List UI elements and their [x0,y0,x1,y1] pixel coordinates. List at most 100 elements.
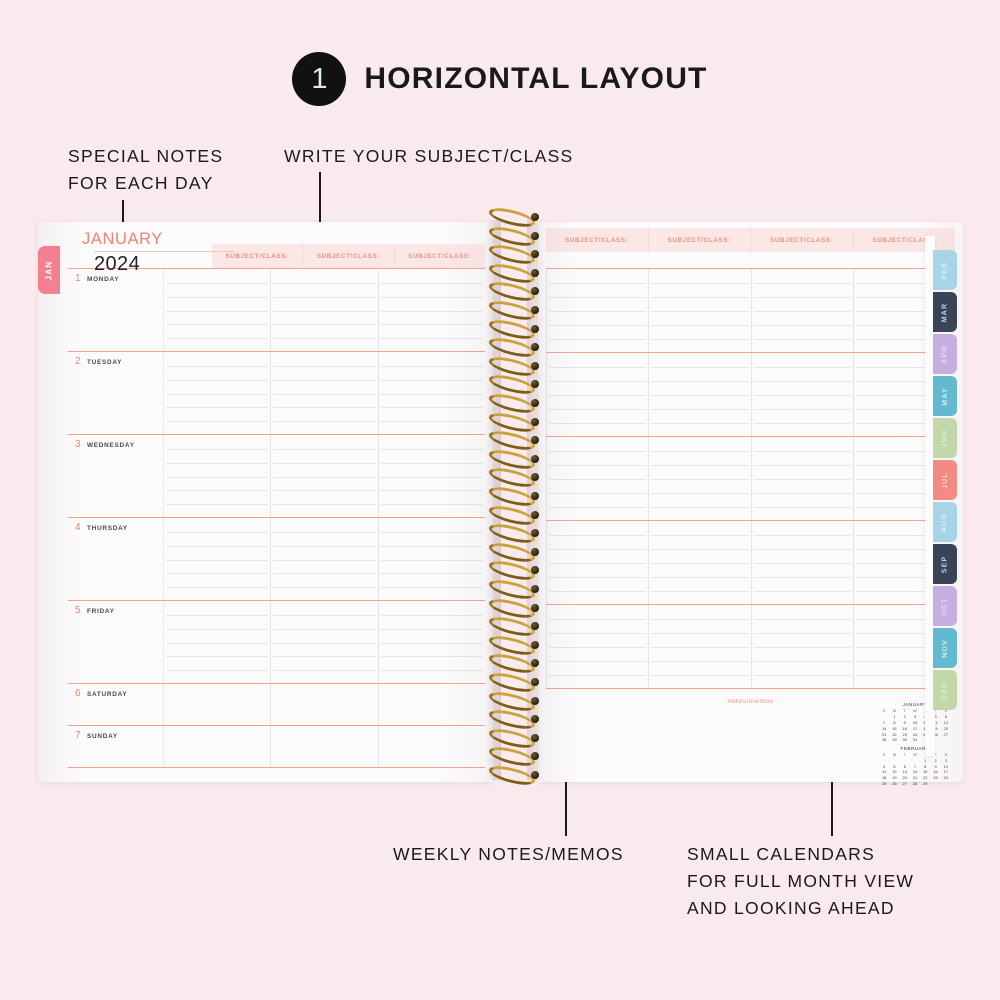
calendar-day-cell[interactable]: 8 [924,763,927,769]
calendar-day-cell[interactable]: 5 [934,714,937,720]
month-tab-aug[interactable]: AUG [933,502,957,542]
calendar-day-cell[interactable]: 16 [902,725,907,731]
subject-class-header[interactable]: SUBJECT/CLASS: [302,244,393,268]
subject-column[interactable] [750,437,853,520]
subject-class-header[interactable]: SUBJECT/CLASS: [852,228,956,252]
subject-class-header[interactable]: SUBJECT/CLASS: [565,236,629,244]
calendar-day-cell[interactable]: 13 [943,719,948,725]
calendar-day-cell[interactable] [930,781,940,787]
calendar-day-cell[interactable]: 16 [933,769,938,775]
calendar-day-cell[interactable]: 22 [892,731,897,737]
subject-column[interactable] [852,269,955,352]
subject-class-header[interactable]: SUBJECT/CLASS: [750,228,853,252]
calendar-day-cell[interactable]: 3 [944,757,947,763]
calendar-day-cell[interactable]: 24 [912,731,918,737]
calendar-day-cell[interactable]: 23 [933,775,938,781]
month-tab-feb[interactable]: FEB [933,250,957,290]
calendar-day-cell[interactable]: 14 [912,769,918,775]
notes-memos-section[interactable]: · notes/memos · JANUARYSMTWTFS1234567891… [546,696,955,786]
calendar-day-cell[interactable]: 26 [892,780,897,786]
month-tab-apr[interactable]: APR [933,334,957,374]
calendar-day-cell[interactable]: 18 [881,775,887,781]
subject-column[interactable] [546,269,648,352]
subject-column[interactable] [648,605,750,688]
subject-column[interactable] [270,684,377,725]
subject-column[interactable] [750,353,853,436]
subject-column[interactable] [377,435,485,517]
calendar-day-cell[interactable]: 4 [883,763,886,769]
subject-column[interactable] [270,518,377,600]
calendar-day-cell[interactable]: 15 [923,769,928,775]
subject-column[interactable] [164,518,270,600]
subject-column[interactable] [546,437,648,520]
calendar-day-cell[interactable]: 6 [944,714,947,720]
calendar-day-cell[interactable]: 29 [892,737,897,743]
subject-column[interactable] [164,352,270,434]
subject-column[interactable] [377,352,485,434]
subject-column[interactable] [648,353,750,436]
subject-column[interactable] [750,605,853,688]
subject-column[interactable] [546,353,648,436]
calendar-day-cell[interactable]: 2 [903,714,906,720]
calendar-day-cell[interactable]: 21 [912,775,918,781]
subject-column[interactable] [164,684,270,725]
subject-column[interactable] [270,352,377,434]
day-row[interactable]: 4 THURSDAY [68,518,485,601]
calendar-day-cell[interactable]: 28 [881,737,887,743]
calendar-day-cell[interactable]: 19 [892,775,897,781]
calendar-day-cell[interactable]: 19 [933,725,938,731]
subject-column[interactable] [270,601,377,683]
month-tab-nov[interactable]: NOV [933,628,957,668]
day-row[interactable]: 2 TUESDAY [68,352,485,435]
planner-row[interactable] [546,605,955,689]
calendar-day-cell[interactable]: 25 [881,780,887,786]
calendar-day-cell[interactable]: 27 [902,780,907,786]
calendar-day-cell[interactable]: 7 [883,719,886,725]
calendar-day-cell[interactable] [941,781,951,787]
day-row[interactable]: 1 MONDAY [68,269,485,352]
calendar-day-cell[interactable]: 20 [943,725,948,731]
month-tab-may[interactable]: MAY [933,376,957,416]
calendar-day-cell[interactable]: 10 [943,763,948,769]
subject-column[interactable] [750,521,853,604]
planner-row[interactable] [546,437,955,521]
calendar-day-cell[interactable]: 6 [903,763,906,769]
calendar-day-cell[interactable]: 1 [893,714,896,720]
calendar-day-cell[interactable]: 9 [903,719,906,725]
subject-column[interactable] [164,269,270,351]
calendar-day-cell[interactable]: 9 [934,763,937,769]
calendar-day-cell[interactable]: 20 [902,775,907,781]
subject-column[interactable] [377,601,485,683]
calendar-day-cell[interactable]: 12 [933,719,938,725]
subject-column[interactable] [648,437,750,520]
subject-column[interactable] [852,353,955,436]
calendar-day-cell[interactable]: 29 [923,780,928,786]
calendar-day-cell[interactable]: 15 [892,725,897,731]
calendar-day-cell[interactable]: 21 [881,731,887,737]
subject-column[interactable] [270,726,377,767]
calendar-day-cell[interactable]: 22 [923,775,928,781]
subject-column[interactable] [377,269,485,351]
subject-column[interactable] [164,726,270,767]
month-tab-jun[interactable]: JUN [933,418,957,458]
subject-column[interactable] [164,601,270,683]
calendar-day-cell[interactable]: 30 [902,737,907,743]
subject-column[interactable] [750,269,853,352]
subject-column[interactable] [270,435,377,517]
calendar-day-cell[interactable]: 1 [924,757,927,763]
month-tab-dec[interactable]: DEC [933,670,957,710]
calendar-day-cell[interactable]: 27 [943,731,948,737]
subject-column[interactable] [648,521,750,604]
subject-column[interactable] [852,605,955,688]
calendar-day-cell[interactable]: 2 [934,757,937,763]
calendar-day-cell[interactable]: 11 [882,769,887,775]
month-tab-oct[interactable]: OCT [933,586,957,626]
subject-class-header[interactable]: SUBJECT/CLASS: [647,228,751,252]
subject-column[interactable] [852,521,955,604]
month-tab-sep[interactable]: SEP [933,544,957,584]
subject-column[interactable] [164,435,270,517]
subject-class-header[interactable]: SUBJECT/CLASS: [393,244,485,268]
month-tab-jul[interactable]: JUL [933,460,957,500]
subject-column[interactable] [377,684,485,725]
calendar-day-cell[interactable]: 12 [892,769,897,775]
